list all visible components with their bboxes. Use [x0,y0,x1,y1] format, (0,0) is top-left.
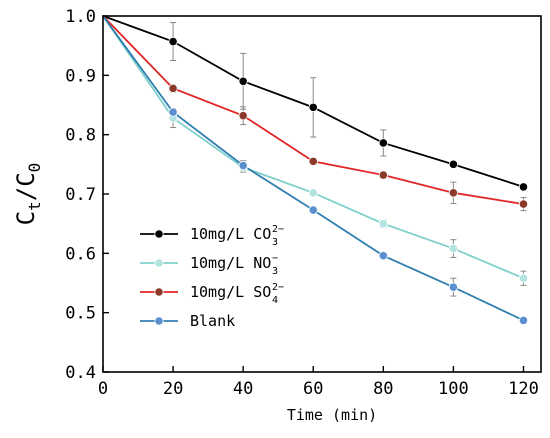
legend-label: 10mg/L NO− 3 [190,253,278,277]
data-point [448,282,458,292]
data-point [518,182,529,192]
legend-label-sup: 2− [272,224,284,235]
legend-item: 10mg/L SO2− 4 [140,282,284,306]
legend-label-main: 10mg/L SO [190,283,271,301]
error-bars [170,22,527,324]
series-line [102,15,524,322]
legend-label: Blank [190,312,235,330]
y-tick-label: 0.5 [65,304,96,324]
data-point [448,243,458,254]
x-tick-label: 20 [163,379,183,399]
data-point [378,219,388,229]
legend-label-main: 10mg/L CO [190,225,271,243]
y-tick-label: 0.9 [65,66,96,86]
y-axis-label: Ct/C0 [12,163,44,226]
series-lines [102,15,524,322]
y-axis-ticks: 0.4 0.5 0.6 0.7 0.8 0.9 1.0 [65,7,109,383]
y-tick-label: 0.6 [65,244,96,264]
legend-label-sub: 3 [272,266,278,277]
y-label-sub-den: 0 [25,163,44,173]
data-point [448,159,458,169]
legend-item: Blank [140,312,235,330]
legend-label-main: Blank [190,312,235,330]
x-tick-label: 40 [233,379,253,399]
data-point [518,315,529,325]
x-axis-title: Time (min) [287,406,377,424]
data-point [378,138,388,148]
y-label-base-den: C [12,172,40,186]
x-tick-label: 80 [373,379,393,399]
y-axis-title: Ct/C0 [12,163,44,226]
legend-marker [154,258,164,268]
y-label-sub-num: t [25,201,44,211]
data-point [168,107,178,117]
data-point [308,102,318,112]
x-tick-label: 100 [438,379,469,399]
legend-marker [154,229,164,239]
data-point [378,170,388,180]
y-tick-label: 0.7 [65,185,96,205]
legend-item: 10mg/L CO2− 3 [140,224,284,248]
y-tick-label: 0.4 [65,363,96,383]
data-point [168,83,178,93]
y-tick-label: 1.0 [65,7,96,27]
data-markers [168,36,529,325]
x-tick-label: 120 [508,379,539,399]
data-point [518,273,529,283]
legend-label-sup: 2− [272,282,284,293]
data-point [378,251,388,261]
y-label-slash: / [12,187,40,201]
legend-label: 10mg/L CO2− 3 [190,224,284,248]
series-line [102,15,524,280]
data-point [238,111,248,121]
x-axis-ticks: 0 20 40 60 80 100 120 [98,366,539,399]
data-point [308,156,318,166]
legend-label-sub: 4 [272,295,278,306]
legend-label-sup: − [272,253,278,264]
data-point [238,76,248,86]
x-tick-label: 0 [98,379,108,399]
y-tick-label: 0.8 [65,126,96,146]
plot-frame [102,15,542,373]
legend-item: 10mg/L NO− 3 [140,253,278,277]
legend-label-sub: 3 [272,237,278,248]
legend-label: 10mg/L SO2− 4 [190,282,284,306]
data-point [448,188,458,198]
data-point [308,205,318,215]
legend-label-main: 10mg/L NO [190,254,271,272]
legend-marker [154,316,164,326]
y-label-base-num: C [12,211,40,225]
data-point [238,160,248,171]
x-tick-label: 60 [303,379,323,399]
data-point [518,199,529,209]
data-point [308,188,318,198]
legend-marker [154,287,164,297]
data-point [168,36,178,47]
